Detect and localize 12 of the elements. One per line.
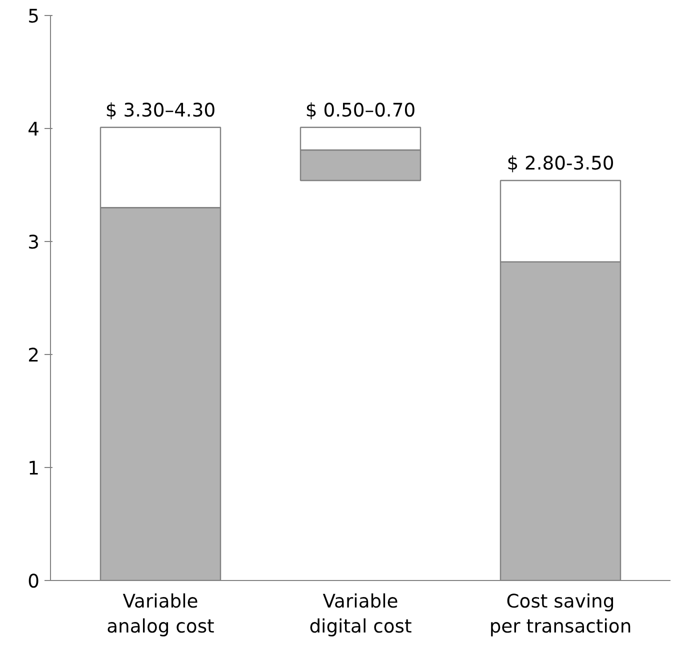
x-tick-label: Variable analog cost	[106, 592, 214, 638]
y-tick-label: 0	[28, 572, 40, 592]
annotation: $ 2.80-3.50	[506, 153, 614, 174]
y-tick-label: 1	[28, 458, 40, 480]
annotation: $ 0.50–0.70	[305, 100, 416, 122]
y-tick-label: 3	[28, 232, 40, 254]
x-tick-label: Variable digital cost	[309, 592, 412, 638]
y-tick-label: 4	[28, 120, 40, 140]
y-tick-label: 2	[28, 346, 40, 366]
annotation: $ 3.30–4.30	[105, 100, 216, 122]
y-tick-label: 5	[28, 6, 40, 28]
x-tick-label: Cost saving per transaction	[489, 592, 632, 638]
